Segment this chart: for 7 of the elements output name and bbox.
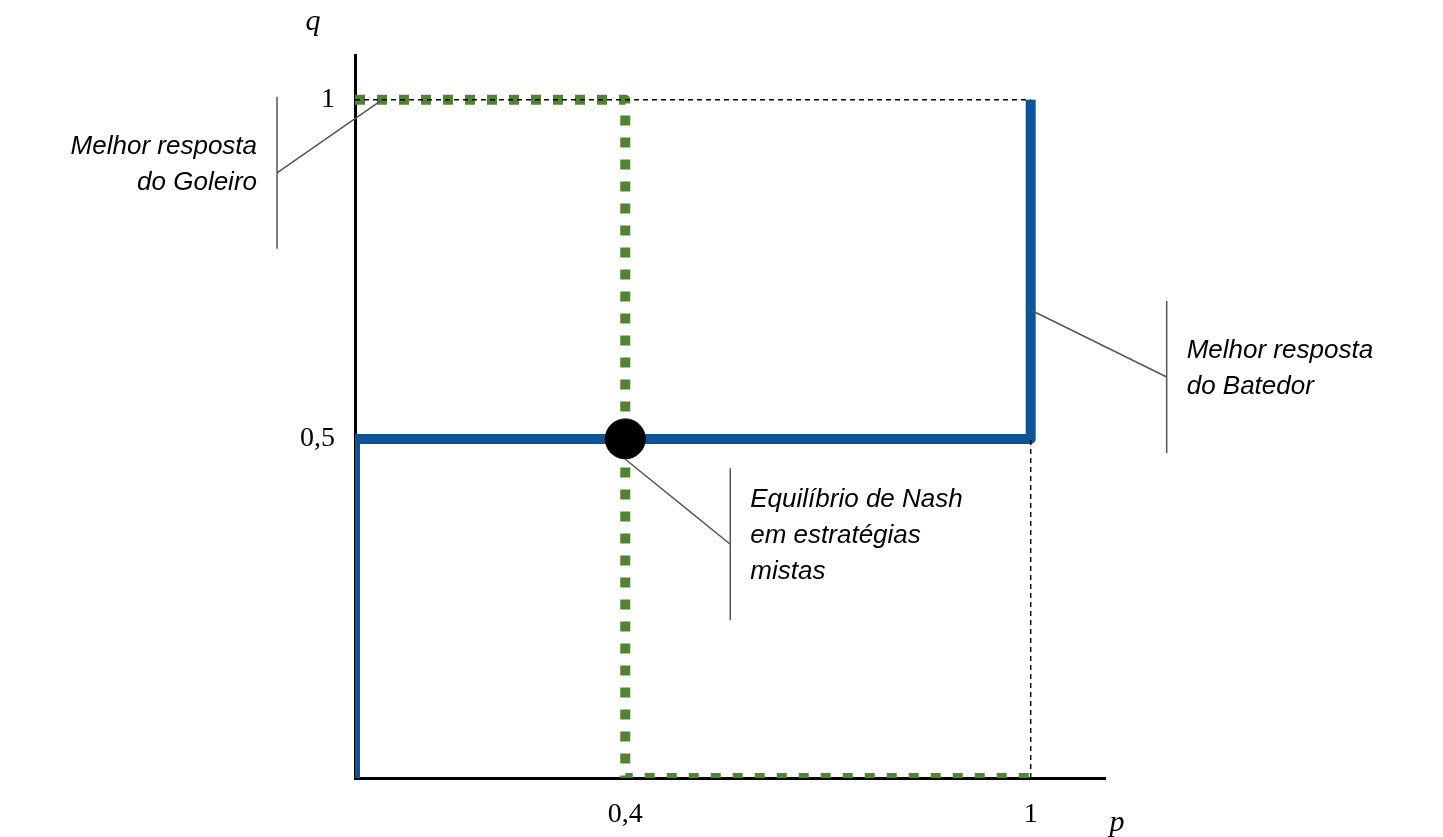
annotation: Melhor resposta do Goleiro — [70, 130, 258, 196]
annotation: Equilíbrio de Nash em estratégias mistas — [750, 483, 963, 586]
annotation: Melhor resposta do Batedor — [1186, 334, 1374, 401]
y-axis-title: q — [305, 2, 321, 36]
x-axis-title: p — [1107, 803, 1125, 837]
y-tick-label: 0,5 — [300, 421, 335, 453]
x-tick-label: 0,4 — [607, 797, 643, 829]
